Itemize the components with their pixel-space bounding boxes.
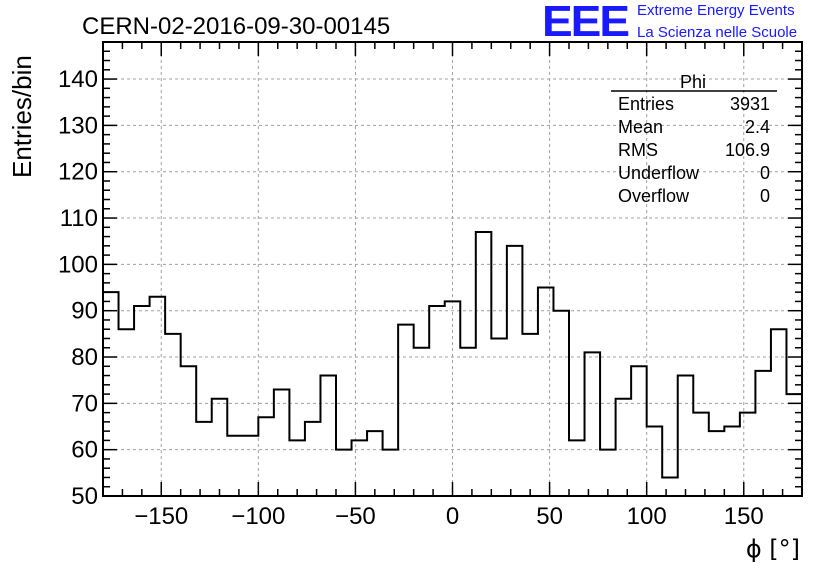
histogram-bin	[476, 232, 492, 496]
histogram-bin	[243, 436, 259, 496]
stats-row-label: Underflow	[618, 163, 700, 183]
histogram-bin	[165, 334, 181, 496]
histogram-outline	[103, 230, 802, 479]
histogram-bin	[383, 450, 399, 496]
stats-row-label: Entries	[618, 94, 674, 114]
y-tick-label: 50	[71, 483, 98, 510]
histogram-bin	[429, 306, 445, 496]
stats-row-value: 0	[760, 163, 770, 183]
histogram-bin	[585, 352, 601, 496]
x-tick-label: 100	[627, 503, 667, 530]
histogram-bin	[150, 297, 166, 496]
stats-row-value: 3931	[730, 94, 770, 114]
histogram-bin	[724, 427, 740, 496]
histogram-bin	[181, 366, 197, 496]
y-tick-label: 70	[71, 390, 98, 417]
stats-row-label: Overflow	[618, 186, 690, 206]
logo-tagline-2: La Scienza nelle Scuole	[637, 24, 798, 41]
histogram-bin	[740, 413, 756, 496]
grid-lines	[103, 42, 802, 497]
histogram-bin	[522, 334, 538, 496]
histogram-bin	[709, 431, 725, 496]
y-tick-label: 90	[71, 298, 98, 325]
logo-tagline-1: Extreme Energy Events	[637, 2, 795, 19]
histogram-bin	[274, 389, 290, 496]
x-tick-label: 0	[446, 503, 459, 530]
chart-title: CERN-02-2016-09-30-00145	[82, 13, 390, 40]
stats-row-value: 2.4	[745, 117, 770, 137]
histogram-bin	[398, 325, 414, 496]
histogram-bin	[212, 399, 228, 496]
histogram-bin	[553, 311, 569, 496]
stats-row-label: Mean	[618, 117, 663, 137]
histogram-bin	[119, 329, 135, 496]
y-axis-label: Entries/bin	[7, 55, 37, 178]
x-tick-label: −50	[335, 503, 376, 530]
histogram-bin	[616, 399, 632, 496]
histogram-bin	[693, 413, 709, 496]
x-tick-label: 150	[724, 503, 764, 530]
x-tick-label: −100	[231, 503, 285, 530]
histogram-bin	[538, 288, 554, 496]
x-axis-label: ϕ [°]	[746, 535, 800, 563]
eee-logo-mark: EEE	[542, 0, 630, 46]
histogram-bin	[678, 376, 694, 496]
stats-box-rows: Entries 3931 Mean 2.4 RMS 106.9 Underflow 0 Over…	[618, 94, 770, 206]
histogram-bin	[786, 394, 802, 496]
histogram-bin	[414, 348, 430, 496]
y-tick-label: 120	[58, 159, 98, 186]
stats-row-value: 0	[760, 186, 770, 206]
histogram-bin	[134, 306, 150, 496]
histogram-bin	[336, 450, 352, 496]
stats-row-value: 106.9	[725, 140, 770, 160]
histogram-bin	[631, 366, 647, 496]
histogram-bin	[445, 301, 461, 496]
stats-box: Phi Entries 3931 Mean 2.4 RMS 106.9 Underflow 0…	[611, 72, 777, 206]
histogram-bars	[103, 230, 802, 496]
x-tick-label: −150	[134, 503, 188, 530]
y-tick-label: 60	[71, 437, 98, 464]
y-axis: 50 60 70 80 90 100 110 120 130 140	[58, 41, 802, 510]
histogram-bin	[320, 376, 336, 496]
histogram-bin	[196, 422, 212, 496]
y-tick-label: 100	[58, 251, 98, 278]
histogram-bin	[755, 371, 771, 496]
stats-box-title: Phi	[680, 72, 706, 92]
y-tick-label: 80	[71, 344, 98, 371]
histogram-bin	[662, 477, 678, 496]
histogram-bin	[289, 440, 305, 496]
y-tick-label: 110	[60, 205, 98, 232]
histogram-bin	[507, 246, 523, 496]
histogram-bin	[460, 348, 476, 496]
histogram-bin	[771, 329, 787, 496]
y-tick-label: 130	[58, 112, 98, 139]
stats-row-label: RMS	[618, 140, 658, 160]
histogram-bin	[227, 436, 243, 496]
x-tick-label: 50	[536, 503, 563, 530]
histogram-bin	[569, 440, 585, 496]
x-axis: −150 −100 −50 0 50 100 150	[102, 42, 803, 530]
histogram-bin	[352, 440, 368, 496]
y-tick-label: 140	[58, 66, 98, 93]
histogram-bin	[305, 422, 321, 496]
histogram-bin	[367, 431, 383, 496]
histogram-bin	[647, 427, 663, 496]
histogram-bin	[258, 417, 274, 496]
histogram-bin	[491, 338, 507, 496]
